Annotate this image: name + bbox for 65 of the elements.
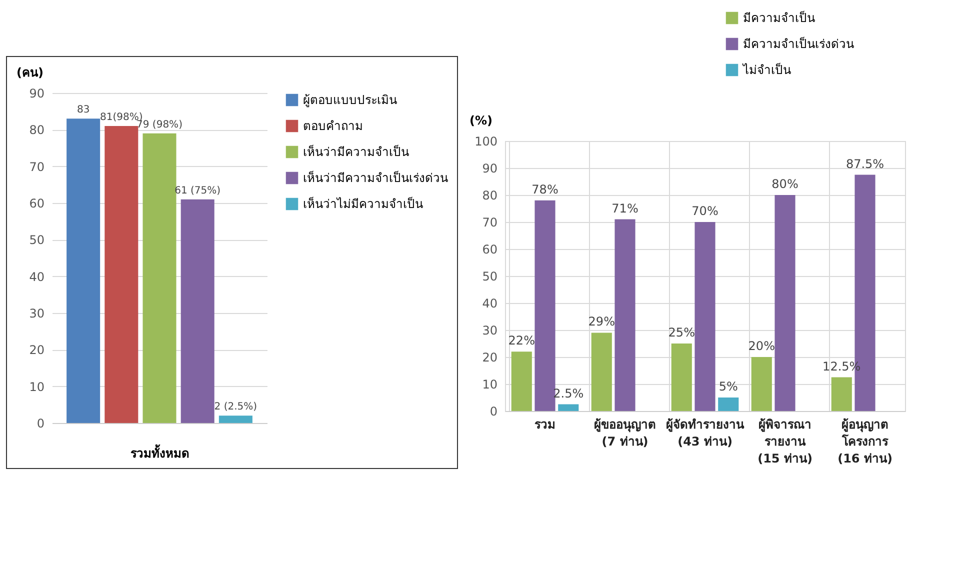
bar [180, 199, 214, 423]
bar [718, 398, 739, 411]
data-label: 5% [718, 380, 738, 394]
y-tick-label: 20 [482, 350, 498, 364]
data-label: 25% [668, 326, 695, 340]
bar [511, 352, 532, 411]
bar [558, 404, 579, 411]
data-label: 29% [588, 314, 615, 329]
legend-label: ผู้ตอบแบบประเมิน [303, 93, 397, 108]
y-tick-label: 0 [36, 416, 44, 430]
y-tick-label: 100 [474, 134, 498, 148]
x-tick-label: ผู้อนุญาต โครงการ (16 ท่าน) [838, 418, 892, 466]
y-tick-label: 60 [482, 242, 498, 256]
y-tick-label: 30 [482, 324, 498, 338]
data-label: 80% [772, 177, 798, 191]
y-axis-title: (%) [470, 114, 492, 128]
y-tick-label: 0 [490, 404, 498, 418]
data-label: 70% [692, 204, 718, 218]
bar [142, 133, 176, 423]
y-tick-label: 60 [29, 196, 44, 210]
y-tick-label: 70 [482, 216, 498, 230]
y-tick-label: 10 [482, 378, 498, 392]
x-axis-title: รวมทั้งหมด [130, 444, 190, 460]
y-tick-label: 30 [29, 306, 44, 320]
y-tick-label: 50 [29, 233, 44, 248]
y-tick-label: 40 [482, 296, 498, 310]
legend-label: ตอบคำถาม [303, 119, 363, 133]
y-tick-label: 40 [29, 270, 44, 284]
bar [591, 332, 612, 411]
y-tick-label: 70 [29, 160, 44, 174]
y-tick-label: 50 [482, 270, 498, 284]
bar [614, 219, 636, 411]
bar [218, 416, 252, 423]
bar [751, 357, 772, 411]
data-label: 2 (2.5%) [214, 402, 258, 413]
y-tick-label: 20 [29, 343, 44, 358]
y-axis-title: (คน) [16, 66, 44, 80]
bar [694, 222, 716, 411]
legend-label: เห็นว่ามีความจำเป็น [303, 144, 409, 159]
bar [774, 195, 796, 411]
x-tick-label: ผู้ขออนุญาต (7 ท่าน) [594, 418, 656, 448]
legend-label: เห็นว่ามีความจำเป็นเร่งด่วน [303, 170, 448, 185]
x-tick-label: ผู้จัดทำรายงาน (43 ท่าน) [666, 418, 745, 448]
y-tick-label: 90 [29, 86, 44, 100]
legend-label: เห็นว่าไม่มีความจำเป็น [303, 196, 423, 211]
data-label: 71% [612, 201, 638, 216]
data-label: 83 [76, 104, 90, 116]
legend-label: มีความจำเป็นเร่งด่วน [743, 36, 854, 51]
bar [66, 118, 100, 423]
x-tick-label: รวม [534, 418, 556, 432]
data-label: 22% [508, 334, 535, 348]
bar [534, 200, 556, 411]
data-label: 87.5% [846, 156, 884, 171]
y-tick-label: 80 [482, 188, 498, 202]
data-label: 20% [748, 339, 775, 353]
legend-label: มีความจำเป็น [743, 10, 815, 25]
y-tick-label: 10 [29, 380, 44, 394]
y-tick-label: 80 [29, 123, 44, 138]
legend-label: ไม่จำเป็น [742, 62, 791, 77]
data-label: 78% [532, 182, 558, 196]
x-tick-label: ผู้พิจารณา รายงาน (15 ท่าน) [758, 418, 812, 466]
bar [104, 126, 138, 423]
y-tick-label: 90 [482, 162, 498, 176]
bar [671, 344, 692, 411]
bar [831, 377, 852, 411]
